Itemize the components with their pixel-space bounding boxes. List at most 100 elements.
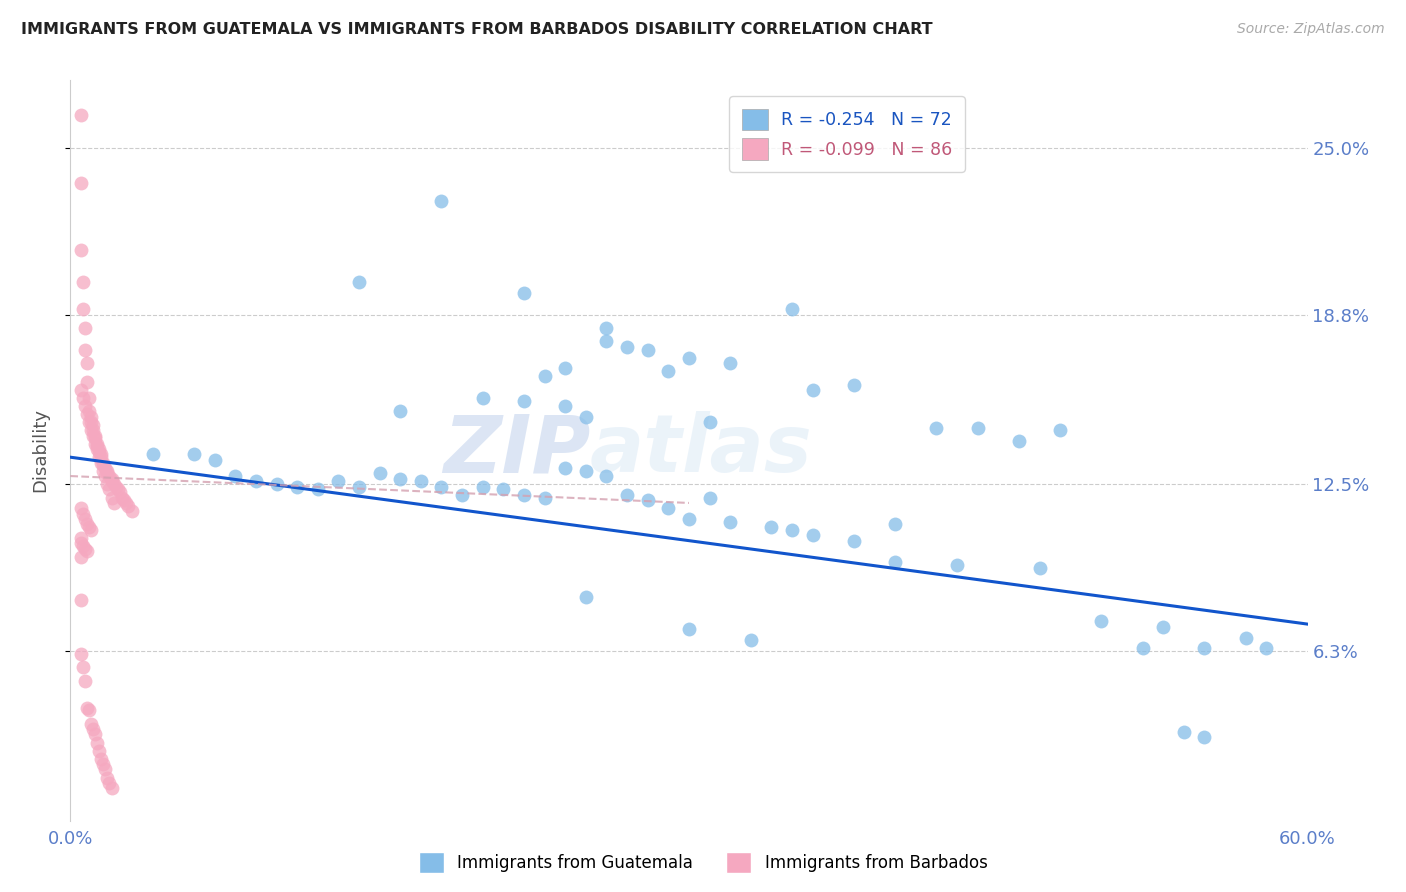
Point xyxy=(103,496,125,510)
Point xyxy=(1008,434,1031,448)
Point xyxy=(86,439,108,453)
Point xyxy=(73,541,96,556)
Point xyxy=(1028,560,1050,574)
Point xyxy=(575,409,598,424)
Point xyxy=(533,369,555,384)
Point xyxy=(513,285,536,300)
Point xyxy=(946,558,969,572)
Point xyxy=(801,383,824,397)
Point xyxy=(69,647,91,661)
Point xyxy=(1194,730,1216,744)
Point xyxy=(1049,423,1071,437)
Point xyxy=(69,531,91,545)
Point xyxy=(69,108,91,122)
Point xyxy=(761,520,783,534)
Point xyxy=(76,517,98,532)
Point xyxy=(77,391,100,405)
Point xyxy=(513,393,536,408)
Point xyxy=(389,472,412,486)
Point xyxy=(72,660,94,674)
Point xyxy=(616,340,638,354)
Point xyxy=(347,480,370,494)
Point xyxy=(966,420,988,434)
Point xyxy=(91,458,114,473)
Point xyxy=(90,448,112,462)
Point xyxy=(1256,641,1278,656)
Point xyxy=(718,356,741,370)
Point xyxy=(554,399,576,413)
Point xyxy=(471,391,494,405)
Point xyxy=(76,407,98,421)
Point xyxy=(80,409,103,424)
Point xyxy=(84,727,107,741)
Point xyxy=(115,496,138,510)
Point xyxy=(73,512,96,526)
Point xyxy=(224,469,246,483)
Point xyxy=(80,415,103,429)
Point xyxy=(121,504,143,518)
Point xyxy=(699,415,721,429)
Point xyxy=(1194,641,1216,656)
Point xyxy=(884,555,907,569)
Point xyxy=(183,448,205,462)
Point xyxy=(80,716,103,731)
Point xyxy=(266,477,288,491)
Point xyxy=(430,194,453,209)
Point xyxy=(245,475,267,489)
Point xyxy=(328,475,350,489)
Point xyxy=(82,423,104,437)
Point xyxy=(82,428,104,442)
Point xyxy=(69,593,91,607)
Point xyxy=(575,590,598,604)
Point xyxy=(347,275,370,289)
Point xyxy=(73,673,96,688)
Point xyxy=(94,469,117,483)
Point xyxy=(84,436,107,450)
Point xyxy=(94,763,117,777)
Point xyxy=(117,499,139,513)
Point xyxy=(82,417,104,432)
Point xyxy=(76,375,98,389)
Point xyxy=(77,404,100,418)
Point xyxy=(595,321,617,335)
Point xyxy=(72,275,94,289)
Point xyxy=(533,491,555,505)
Point xyxy=(69,536,91,550)
Point xyxy=(471,480,494,494)
Point xyxy=(91,456,114,470)
Point xyxy=(91,464,114,478)
Point xyxy=(492,483,515,497)
Point xyxy=(80,523,103,537)
Point xyxy=(98,469,121,483)
Point xyxy=(69,501,91,516)
Text: atlas: atlas xyxy=(591,411,813,490)
Point xyxy=(77,415,100,429)
Point xyxy=(90,450,112,465)
Point xyxy=(513,488,536,502)
Point xyxy=(451,488,474,502)
Y-axis label: Disability: Disability xyxy=(31,409,49,492)
Point xyxy=(637,343,659,357)
Point xyxy=(842,533,865,548)
Text: Source: ZipAtlas.com: Source: ZipAtlas.com xyxy=(1237,22,1385,37)
Point xyxy=(100,491,122,505)
Point xyxy=(100,472,122,486)
Point xyxy=(307,483,329,497)
Text: IMMIGRANTS FROM GUATEMALA VS IMMIGRANTS FROM BARBADOS DISABILITY CORRELATION CHA: IMMIGRANTS FROM GUATEMALA VS IMMIGRANTS … xyxy=(21,22,932,37)
Point xyxy=(554,461,576,475)
Point xyxy=(96,477,118,491)
Point xyxy=(77,703,100,717)
Point xyxy=(1152,620,1174,634)
Point xyxy=(678,623,700,637)
Point xyxy=(678,512,700,526)
Point xyxy=(90,456,112,470)
Point xyxy=(925,420,948,434)
Point xyxy=(96,467,118,481)
Point xyxy=(389,404,412,418)
Point xyxy=(80,423,103,437)
Point xyxy=(575,464,598,478)
Point xyxy=(842,377,865,392)
Point xyxy=(72,302,94,317)
Point xyxy=(142,448,165,462)
Point xyxy=(86,735,108,749)
